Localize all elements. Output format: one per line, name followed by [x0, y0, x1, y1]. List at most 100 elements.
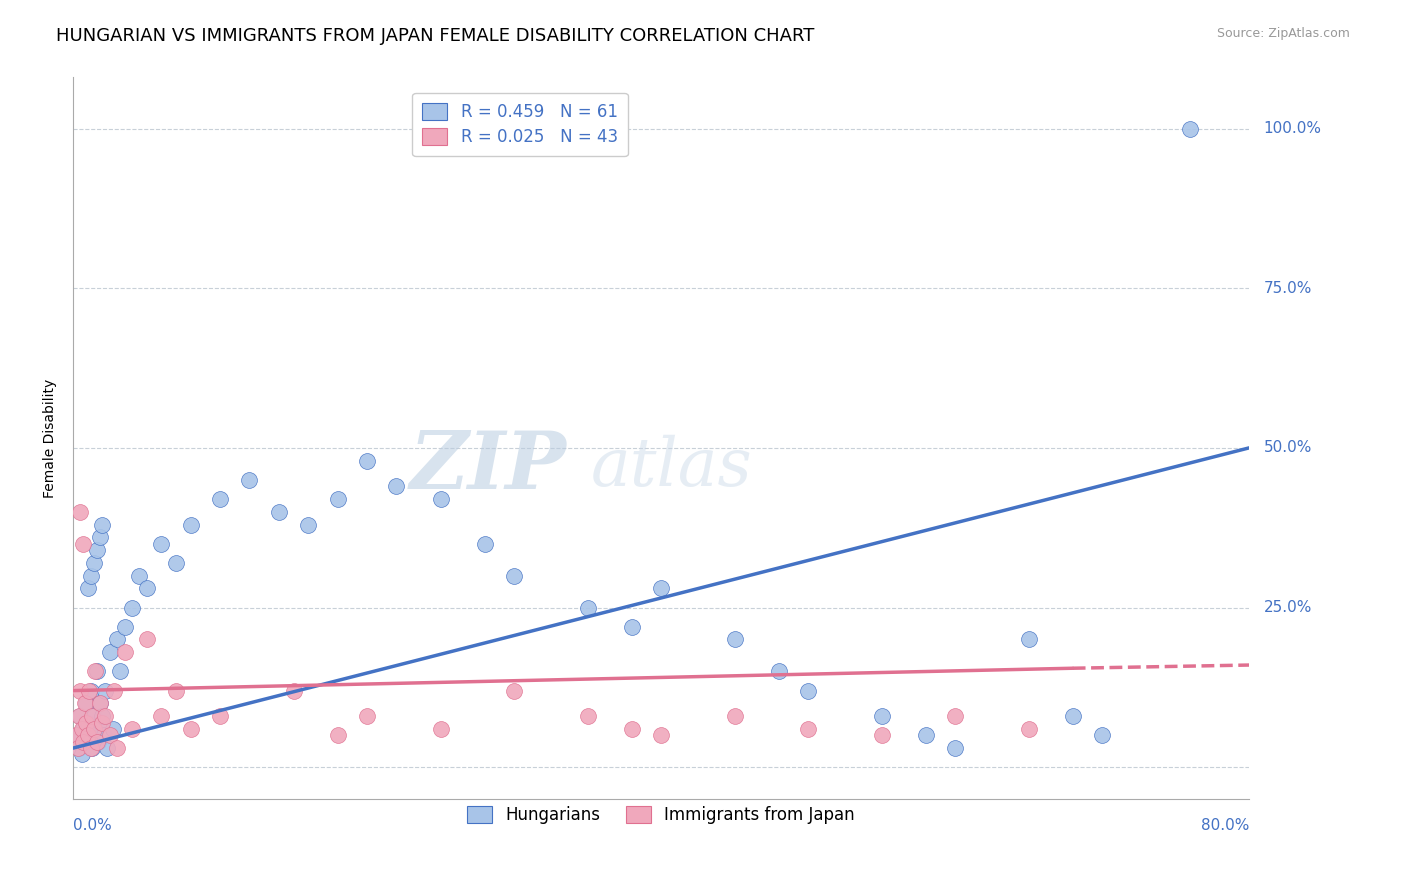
Point	[75, 715, 97, 730]
Point	[165, 683, 187, 698]
Point	[114, 620, 136, 634]
Point	[503, 568, 526, 582]
Point	[98, 645, 121, 659]
Point	[165, 556, 187, 570]
Point	[80, 683, 103, 698]
Point	[87, 734, 110, 748]
Point	[82, 741, 104, 756]
Point	[65, 728, 87, 742]
Point	[1018, 632, 1040, 647]
Text: 50.0%: 50.0%	[1264, 441, 1312, 456]
Text: 0.0%: 0.0%	[73, 818, 112, 833]
Point	[326, 728, 349, 742]
Point	[66, 741, 89, 756]
Point	[108, 665, 131, 679]
Point	[83, 709, 105, 723]
Point	[650, 728, 672, 742]
Point	[114, 645, 136, 659]
Point	[101, 722, 124, 736]
Point	[83, 722, 105, 736]
Point	[238, 473, 260, 487]
Point	[69, 505, 91, 519]
Point	[620, 722, 643, 736]
Point	[943, 741, 966, 756]
Point	[105, 741, 128, 756]
Point	[943, 709, 966, 723]
Legend: Hungarians, Immigrants from Japan: Hungarians, Immigrants from Japan	[457, 796, 865, 834]
Point	[297, 517, 319, 532]
Point	[69, 709, 91, 723]
Point	[77, 728, 100, 742]
Text: HUNGARIAN VS IMMIGRANTS FROM JAPAN FEMALE DISABILITY CORRELATION CHART: HUNGARIAN VS IMMIGRANTS FROM JAPAN FEMAL…	[56, 27, 814, 45]
Point	[797, 683, 820, 698]
Point	[84, 722, 107, 736]
Point	[429, 491, 451, 506]
Point	[84, 665, 107, 679]
Point	[180, 517, 202, 532]
Point	[135, 582, 157, 596]
Point	[80, 741, 103, 756]
Point	[914, 728, 936, 742]
Point	[1180, 121, 1202, 136]
Point	[94, 709, 117, 723]
Point	[209, 709, 232, 723]
Point	[620, 620, 643, 634]
Point	[723, 632, 745, 647]
Point	[180, 722, 202, 736]
Point	[91, 709, 114, 723]
Point	[75, 697, 97, 711]
Point	[89, 530, 111, 544]
Text: Source: ZipAtlas.com: Source: ZipAtlas.com	[1216, 27, 1350, 40]
Y-axis label: Female Disability: Female Disability	[44, 379, 58, 498]
Point	[73, 734, 96, 748]
Text: ZIP: ZIP	[411, 428, 567, 506]
Point	[73, 697, 96, 711]
Point	[150, 709, 173, 723]
Text: 100.0%: 100.0%	[1264, 121, 1322, 136]
Point	[1062, 709, 1084, 723]
Point	[768, 665, 790, 679]
Point	[96, 741, 118, 756]
Point	[67, 709, 90, 723]
Point	[650, 582, 672, 596]
Point	[89, 697, 111, 711]
Point	[70, 747, 93, 762]
Point	[86, 665, 108, 679]
Point	[356, 453, 378, 467]
Point	[1091, 728, 1114, 742]
Point	[283, 683, 305, 698]
Point	[356, 709, 378, 723]
Text: 25.0%: 25.0%	[1264, 600, 1312, 615]
Point	[870, 709, 893, 723]
Point	[90, 715, 112, 730]
Point	[91, 517, 114, 532]
Point	[429, 722, 451, 736]
Point	[93, 728, 115, 742]
Point	[80, 568, 103, 582]
Point	[69, 683, 91, 698]
Point	[576, 600, 599, 615]
Point	[66, 728, 89, 742]
Point	[576, 709, 599, 723]
Point	[267, 505, 290, 519]
Point	[385, 479, 408, 493]
Point	[128, 568, 150, 582]
Point	[86, 734, 108, 748]
Point	[121, 600, 143, 615]
Text: atlas: atlas	[591, 434, 752, 500]
Point	[91, 715, 114, 730]
Point	[72, 722, 94, 736]
Text: 80.0%: 80.0%	[1201, 818, 1249, 833]
Point	[76, 715, 98, 730]
Point	[82, 709, 104, 723]
Point	[723, 709, 745, 723]
Point	[76, 582, 98, 596]
Point	[797, 722, 820, 736]
Point	[76, 728, 98, 742]
Point	[209, 491, 232, 506]
Point	[67, 741, 90, 756]
Text: 75.0%: 75.0%	[1264, 281, 1312, 296]
Point	[70, 722, 93, 736]
Point	[89, 697, 111, 711]
Point	[870, 728, 893, 742]
